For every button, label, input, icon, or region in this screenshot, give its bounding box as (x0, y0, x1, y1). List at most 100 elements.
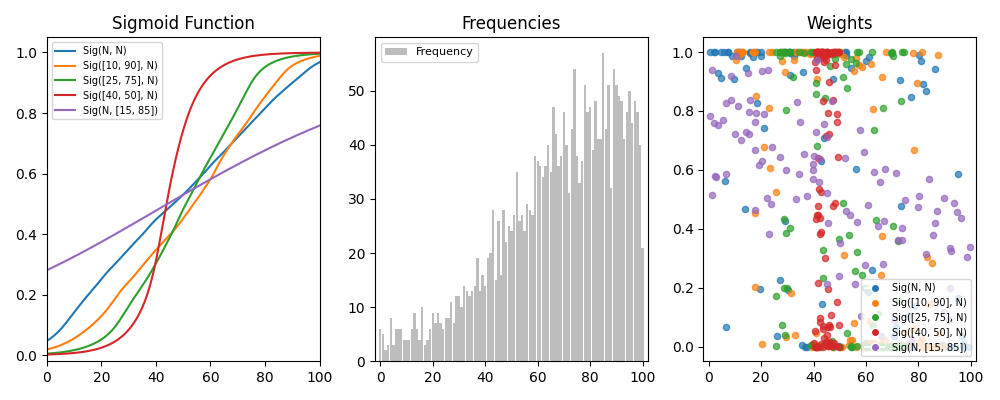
Bar (408, 340, 410, 361)
Sig([40, 50], N) (815, 52, 831, 59)
Sig(N, [15, 85]) (761, 231, 777, 237)
Sig([25, 75], N) (778, 230, 794, 236)
Sig([10, 90], N) (825, 343, 841, 350)
Line: Sig([25, 75], N): Sig([25, 75], N) (47, 54, 320, 354)
Sig([25, 75], N) (832, 343, 848, 350)
Sig([10, 90], N) (805, 340, 821, 347)
Bar (416, 329, 418, 361)
Sig(N, N) (732, 49, 748, 55)
Sig(N, [15, 85]) (831, 273, 847, 280)
Sig(N, [15, 85]) (723, 73, 739, 80)
Sig([25, 75], N) (258, 65, 270, 70)
Sig([10, 90], N) (787, 332, 803, 338)
Sig([25, 75], N) (776, 216, 792, 222)
Sig([40, 50], N) (810, 154, 826, 161)
Sig(N, [15, 85]) (812, 156, 828, 162)
Sig([40, 50], N) (829, 299, 845, 306)
Sig([25, 75], N) (835, 200, 851, 206)
Sig(N, [15, 85]) (788, 196, 804, 202)
Sig([25, 75], N) (809, 142, 825, 149)
Sig([10, 90], N) (872, 343, 888, 350)
Sig(N, [15, 85]) (759, 194, 775, 201)
Sig(N, N) (41, 339, 53, 344)
Sig([40, 50], N) (826, 340, 842, 346)
Sig(N, [15, 85]) (949, 209, 965, 215)
Sig([10, 90], N) (841, 342, 857, 348)
Sig(N, [15, 85]) (929, 208, 945, 214)
Sig(N, [15, 85]) (69, 254, 81, 259)
Bar (426, 340, 429, 361)
Sig([25, 75], N) (782, 224, 798, 231)
Bar (576, 156, 578, 361)
Bar (471, 291, 473, 361)
Bar (565, 145, 568, 361)
Sig(N, [15, 85]) (718, 100, 734, 106)
Sig(N, [15, 85]) (791, 171, 807, 177)
Sig(N, N) (738, 65, 754, 71)
Sig(N, N) (786, 53, 802, 59)
Sig(N, [15, 85]) (890, 237, 906, 243)
Sig([25, 75], N) (873, 343, 889, 350)
Sig([10, 90], N) (798, 49, 814, 56)
Sig([25, 75], N) (827, 56, 843, 62)
Bar (432, 312, 434, 361)
Sig([25, 75], N) (831, 49, 847, 55)
Sig(N, [15, 85]) (942, 245, 958, 251)
Sig(N, N) (874, 343, 890, 350)
Sig(N, [15, 85]) (253, 151, 265, 156)
Sig(N, N) (911, 52, 927, 58)
Sig([25, 75], N) (776, 49, 792, 55)
Sig(N, [15, 85]) (747, 207, 763, 213)
Sig([10, 90], N) (764, 49, 780, 55)
Sig([25, 75], N) (774, 49, 790, 56)
Bar (508, 226, 510, 361)
Sig(N, [15, 85]) (936, 309, 952, 316)
Sig([25, 75], N) (893, 97, 909, 104)
Sig(N, N) (838, 49, 854, 55)
Sig(N, N) (836, 51, 852, 58)
Sig([10, 90], N) (809, 76, 825, 82)
Bar (539, 166, 541, 361)
Sig(N, [15, 85]) (872, 179, 888, 185)
Sig([25, 75], N) (768, 343, 784, 350)
Sig([40, 50], N) (825, 203, 841, 210)
Sig([40, 50], N) (819, 332, 835, 338)
Bar (542, 177, 544, 361)
Sig(N, [15, 85]) (808, 129, 824, 136)
Sig(N, [15, 85]) (742, 97, 758, 104)
Bar (489, 253, 492, 361)
Sig([10, 90], N) (894, 343, 910, 349)
Sig([10, 90], N) (914, 49, 930, 56)
Sig([10, 90], N) (914, 335, 930, 342)
Sig([10, 90], N) (915, 343, 931, 350)
Bar (631, 123, 633, 361)
Sig([10, 90], N) (836, 54, 852, 60)
Sig([40, 50], N) (816, 58, 832, 65)
Sig([10, 90], N) (862, 318, 878, 324)
Sig([40, 50], N) (813, 53, 829, 60)
Bar (460, 307, 463, 361)
Sig([10, 90], N) (909, 80, 925, 86)
Sig(N, [15, 85]) (730, 103, 746, 110)
Sig([10, 90], N) (865, 105, 881, 112)
Sig(N, N) (782, 50, 798, 57)
Sig([10, 90], N) (876, 337, 892, 343)
Sig([25, 75], N) (849, 49, 865, 55)
Sig(N, [15, 85]) (708, 174, 724, 180)
Sig([10, 90], N) (878, 49, 894, 55)
Sig([10, 90], N) (863, 61, 879, 67)
Bar (484, 286, 486, 361)
Sig(N, [15, 85]) (918, 251, 934, 257)
Sig([40, 50], N) (808, 343, 824, 350)
Sig([25, 75], N) (890, 237, 906, 244)
Sig([10, 90], N) (729, 49, 745, 56)
Sig(N, [15, 85]) (161, 202, 173, 207)
Sig([25, 75], N) (885, 343, 901, 350)
Sig([10, 90], N) (919, 254, 935, 260)
Bar (623, 139, 625, 361)
Sig([25, 75], N) (849, 343, 865, 349)
Sig([25, 75], N) (815, 49, 831, 55)
Sig([10, 90], N) (745, 49, 761, 55)
Sig([40, 50], N) (825, 50, 841, 56)
Sig(N, N) (799, 343, 815, 350)
